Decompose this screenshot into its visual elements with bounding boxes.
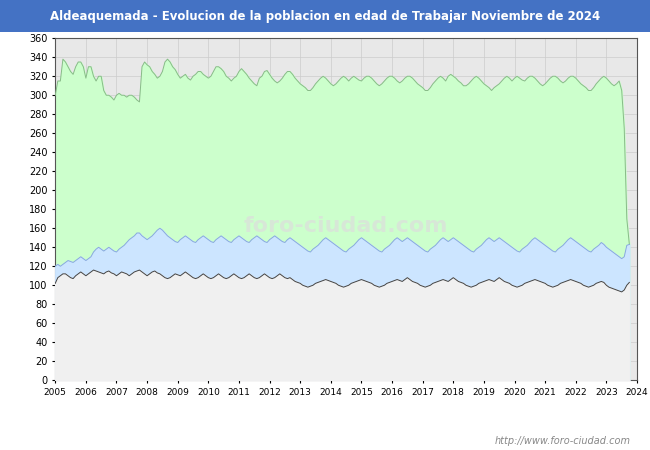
Text: Aldeaquemada - Evolucion de la poblacion en edad de Trabajar Noviembre de 2024: Aldeaquemada - Evolucion de la poblacion… bbox=[50, 10, 600, 22]
Text: foro-ciudad.com: foro-ciudad.com bbox=[244, 216, 448, 236]
Text: http://www.foro-ciudad.com: http://www.foro-ciudad.com bbox=[495, 436, 630, 446]
